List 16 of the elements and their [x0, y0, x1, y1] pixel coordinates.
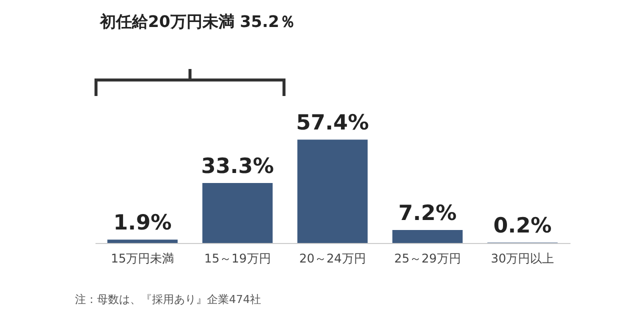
data-label: 7.2% [398, 201, 457, 226]
bar [202, 183, 273, 243]
text: 初任給20万円未満 35.2％ [100, 12, 296, 33]
x-tick-label: 30万円以上 [490, 252, 554, 266]
data-label: 57.4% [296, 110, 369, 135]
text: 注：母数は、『採用あり』企業474社 [75, 292, 261, 307]
data-label: 0.2% [493, 214, 552, 238]
data-label: 1.9% [113, 210, 172, 235]
bar [107, 240, 178, 243]
bar [297, 140, 368, 243]
x-tick-label: 15～19万円 [204, 252, 271, 266]
bar [392, 230, 463, 243]
x-tick-label: 25～29万円 [394, 252, 461, 266]
data-label: 33.3% [201, 154, 274, 178]
x-tick-label: 20～24万円 [299, 252, 366, 266]
x-tick-label: 15万円未満 [110, 252, 174, 266]
